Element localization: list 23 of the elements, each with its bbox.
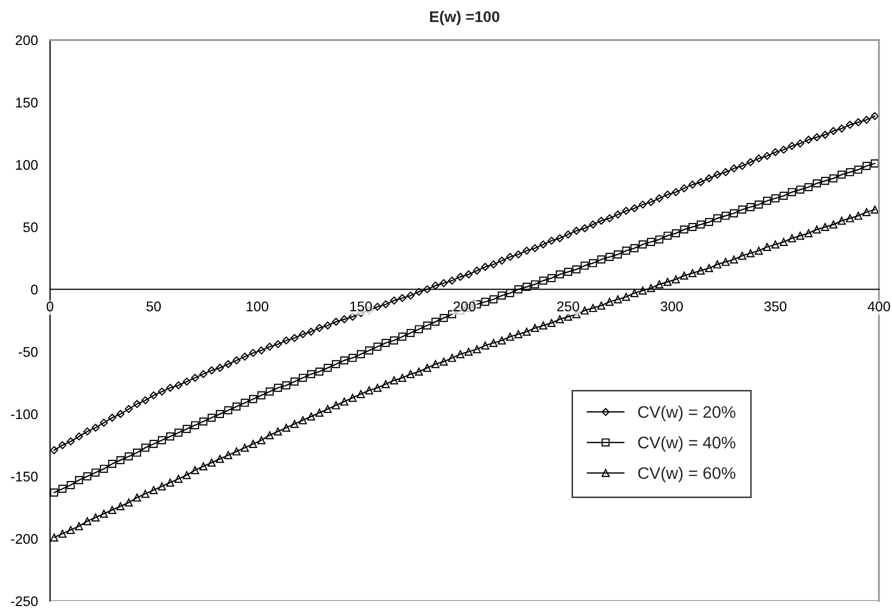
y-tick-label: 150 bbox=[16, 98, 38, 108]
x-tick-label: 50 bbox=[146, 302, 161, 312]
y-tick-label: 100 bbox=[16, 160, 38, 170]
y-tick-label: -50 bbox=[18, 347, 38, 357]
y-tick-label: 200 bbox=[16, 35, 38, 46]
x-tick-label: 200 bbox=[454, 302, 476, 312]
legend-label: CV(w) = 40% bbox=[638, 436, 736, 452]
x-tick-label: 350 bbox=[764, 302, 786, 312]
legend-label: CV(w) = 20% bbox=[638, 406, 736, 422]
legend-label: CV(w) = 60% bbox=[638, 466, 736, 482]
x-tick-label: 100 bbox=[246, 302, 268, 312]
chart-title: E(w) =100 bbox=[430, 10, 500, 26]
y-tick-label: -100 bbox=[11, 409, 38, 420]
x-tick-label: 250 bbox=[557, 302, 580, 312]
y-tick-label: -250 bbox=[11, 596, 38, 606]
y-tick-label: 0 bbox=[31, 284, 38, 295]
y-tick-label: -200 bbox=[11, 534, 38, 544]
x-tick-label: 300 bbox=[660, 302, 683, 312]
x-tick-label: 400 bbox=[868, 302, 890, 312]
x-tick-label: 150 bbox=[350, 302, 372, 312]
y-tick-label: -150 bbox=[11, 472, 38, 482]
y-tick-label: 50 bbox=[23, 222, 38, 232]
x-tick-label: 0 bbox=[46, 302, 54, 312]
